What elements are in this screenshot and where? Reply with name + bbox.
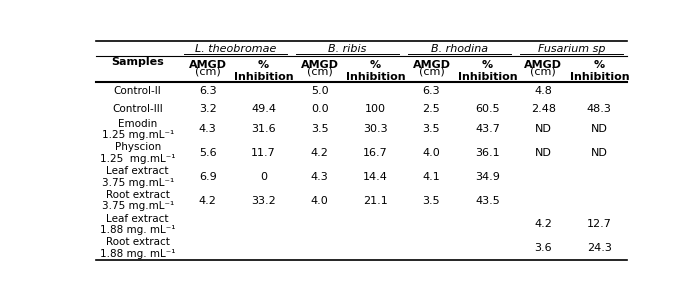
Text: ND: ND [535,148,552,158]
Text: Inhibition: Inhibition [458,72,517,81]
Text: 12.7: 12.7 [587,219,612,229]
Text: 0.0: 0.0 [311,104,328,114]
Text: AMGD: AMGD [412,59,451,70]
Text: 4.3: 4.3 [311,172,328,182]
Text: 3.2: 3.2 [199,104,216,114]
Text: Inhibition: Inhibition [570,72,629,81]
Text: 60.5: 60.5 [475,104,500,114]
Text: 31.6: 31.6 [251,125,276,134]
Text: Inhibition: Inhibition [346,72,405,81]
Text: 4.0: 4.0 [311,196,328,206]
Text: 5.6: 5.6 [199,148,216,158]
Text: 14.4: 14.4 [363,172,388,182]
Text: 49.4: 49.4 [251,104,276,114]
Text: 4.8: 4.8 [534,86,552,96]
Text: %: % [258,59,270,70]
Text: Control-III: Control-III [112,104,163,114]
Text: 36.1: 36.1 [475,148,500,158]
Text: ND: ND [591,148,608,158]
Text: Samples: Samples [111,57,164,67]
Text: Physcion
1.25  mg.mL⁻¹: Physcion 1.25 mg.mL⁻¹ [100,142,176,164]
Text: 16.7: 16.7 [363,148,388,158]
Text: B. ribis: B. ribis [328,44,367,54]
Text: AMGD: AMGD [189,59,227,70]
Text: 0: 0 [260,172,267,182]
Text: 30.3: 30.3 [363,125,388,134]
Text: 3.5: 3.5 [423,196,440,206]
Text: 2.48: 2.48 [531,104,556,114]
Text: AMGD: AMGD [524,59,562,70]
Text: 43.5: 43.5 [475,196,500,206]
Text: 48.3: 48.3 [587,104,612,114]
Text: 11.7: 11.7 [251,148,276,158]
Text: L. theobromae: L. theobromae [195,44,276,54]
Text: 4.2: 4.2 [534,219,552,229]
Text: %: % [482,59,493,70]
Text: Leaf extract
3.75 mg.mL⁻¹: Leaf extract 3.75 mg.mL⁻¹ [102,166,174,188]
Text: 21.1: 21.1 [363,196,388,206]
Text: 34.9: 34.9 [475,172,500,182]
Text: Fusarium sp: Fusarium sp [538,44,605,54]
Text: Leaf extract
1.88 mg. mL⁻¹: Leaf extract 1.88 mg. mL⁻¹ [100,214,176,235]
Text: 4.0: 4.0 [423,148,440,158]
Text: 6.3: 6.3 [199,86,216,96]
Text: B. rhodina: B. rhodina [431,44,488,54]
Text: %: % [370,59,381,70]
Text: 4.3: 4.3 [199,125,216,134]
Text: (cm): (cm) [307,67,332,77]
Text: 24.3: 24.3 [587,243,612,253]
Text: Control-II: Control-II [114,86,162,96]
Text: %: % [594,59,605,70]
Text: 6.9: 6.9 [199,172,216,182]
Text: ND: ND [591,125,608,134]
Text: ND: ND [535,125,552,134]
Text: Inhibition: Inhibition [234,72,293,81]
Text: 3.5: 3.5 [423,125,440,134]
Text: 4.2: 4.2 [199,196,216,206]
Text: Root extract
1.88 mg. mL⁻¹: Root extract 1.88 mg. mL⁻¹ [100,237,176,259]
Text: 4.1: 4.1 [423,172,440,182]
Text: Emodin
1.25 mg.mL⁻¹: Emodin 1.25 mg.mL⁻¹ [102,119,174,140]
Text: (cm): (cm) [531,67,556,77]
Text: 5.0: 5.0 [311,86,328,96]
Text: (cm): (cm) [195,67,220,77]
Text: 3.6: 3.6 [535,243,552,253]
Text: 3.5: 3.5 [311,125,328,134]
Text: 33.2: 33.2 [251,196,276,206]
Text: AMGD: AMGD [300,59,339,70]
Text: 100: 100 [365,104,386,114]
Text: 2.5: 2.5 [423,104,440,114]
Text: 43.7: 43.7 [475,125,500,134]
Text: (cm): (cm) [419,67,444,77]
Text: 6.3: 6.3 [423,86,440,96]
Text: 4.2: 4.2 [311,148,328,158]
Text: Root extract
3.75 mg.mL⁻¹: Root extract 3.75 mg.mL⁻¹ [102,190,174,211]
